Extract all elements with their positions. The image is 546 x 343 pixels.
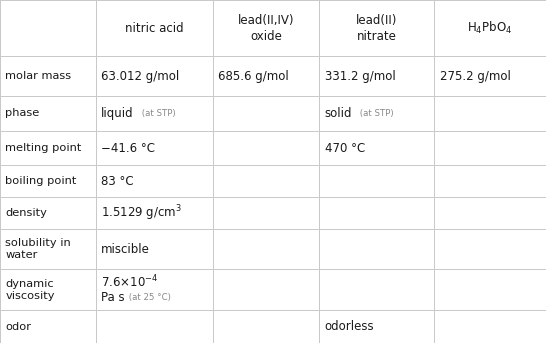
Text: liquid: liquid <box>101 107 134 120</box>
Text: 1.5129 g/cm$^3$: 1.5129 g/cm$^3$ <box>101 203 182 223</box>
Text: 275.2 g/mol: 275.2 g/mol <box>440 70 511 83</box>
Text: nitric acid: nitric acid <box>125 22 183 35</box>
Text: H$_4$PbO$_4$: H$_4$PbO$_4$ <box>467 20 513 36</box>
Text: boiling point: boiling point <box>5 176 77 186</box>
Text: 331.2 g/mol: 331.2 g/mol <box>325 70 396 83</box>
Text: melting point: melting point <box>5 143 82 153</box>
Text: (at 25 °C): (at 25 °C) <box>126 294 170 303</box>
Text: −41.6 °C: −41.6 °C <box>101 142 155 155</box>
Text: 470 °C: 470 °C <box>325 142 365 155</box>
Text: 63.012 g/mol: 63.012 g/mol <box>101 70 179 83</box>
Text: lead(II,IV)
oxide: lead(II,IV) oxide <box>238 14 294 43</box>
Text: odorless: odorless <box>325 320 375 333</box>
Text: molar mass: molar mass <box>5 71 72 81</box>
Text: density: density <box>5 208 48 218</box>
Text: phase: phase <box>5 108 40 118</box>
Text: lead(II)
nitrate: lead(II) nitrate <box>356 14 397 43</box>
Text: 7.6×10$^{-4}$: 7.6×10$^{-4}$ <box>101 273 158 290</box>
Text: 83 °C: 83 °C <box>101 175 134 188</box>
Text: (at STP): (at STP) <box>139 109 176 118</box>
Text: odor: odor <box>5 322 32 332</box>
Text: solid: solid <box>325 107 352 120</box>
Text: miscible: miscible <box>101 243 150 256</box>
Text: Pa s: Pa s <box>101 292 124 305</box>
Text: dynamic
viscosity: dynamic viscosity <box>5 279 55 301</box>
Text: (at STP): (at STP) <box>357 109 393 118</box>
Text: 685.6 g/mol: 685.6 g/mol <box>218 70 289 83</box>
Text: solubility in
water: solubility in water <box>5 238 71 260</box>
